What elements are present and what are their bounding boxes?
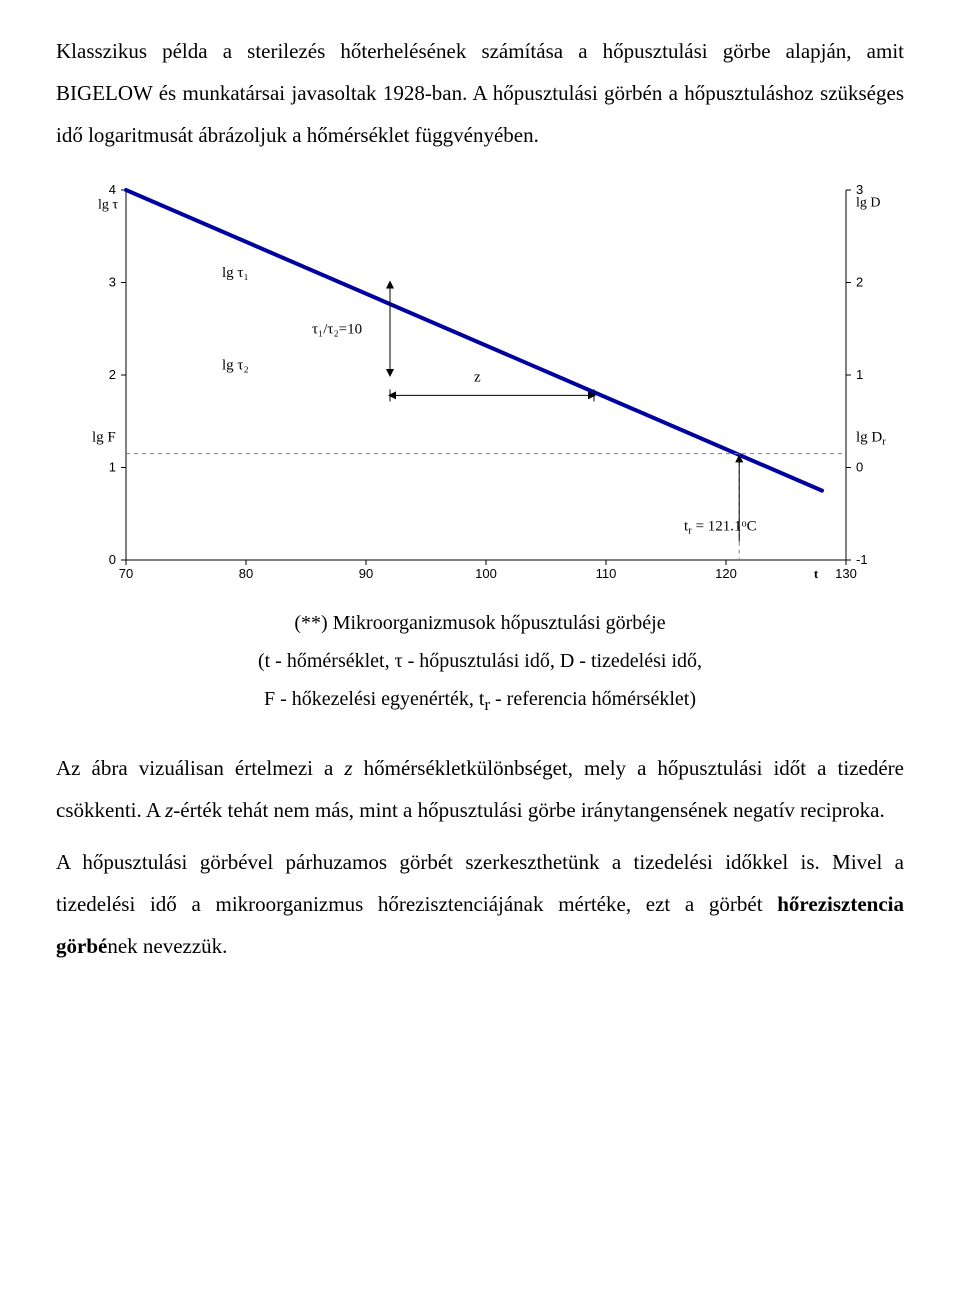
svg-text:0: 0 (856, 460, 863, 475)
p2e: -érték tehát nem más, mint a hőpusztulás… (173, 798, 884, 822)
p2a: Az ábra vizuálisan értelmezi a (56, 756, 344, 780)
svg-text:t: t (814, 566, 819, 580)
caption-line-3: F - hőkezelési egyenérték, tr - referenc… (56, 680, 904, 721)
svg-text:90: 90 (359, 566, 373, 580)
figure-caption: (**) Mikroorganizmusok hőpusztulási görb… (56, 604, 904, 721)
svg-text:z: z (474, 369, 481, 385)
svg-text:tr = 121.1oC: tr = 121.1oC (684, 518, 757, 536)
svg-text:1: 1 (109, 460, 116, 475)
svg-text:lg D: lg D (856, 196, 881, 211)
svg-text:0: 0 (109, 552, 116, 567)
svg-text:3: 3 (109, 275, 116, 290)
svg-text:120: 120 (715, 566, 737, 580)
svg-text:70: 70 (119, 566, 133, 580)
svg-text:lg Dr: lg Dr (856, 430, 886, 448)
caption-3b: - referencia hőmérséklet) (490, 688, 696, 710)
caption-3a: F - hőkezelési egyenérték, t (264, 688, 484, 710)
svg-text:130: 130 (835, 566, 857, 580)
svg-text:lg τ: lg τ (98, 198, 118, 213)
svg-text:110: 110 (596, 566, 617, 580)
svg-text:80: 80 (239, 566, 253, 580)
p3c: nek nevezzük. (107, 934, 227, 958)
paragraph-interpretation: Az ábra vizuálisan értelmezi a z hőmérsé… (56, 747, 904, 831)
page: Klasszikus példa a sterilezés hőterhelés… (0, 0, 960, 1312)
caption-line-2: (t - hőmérséklet, τ - hőpusztulási idő, … (56, 642, 904, 680)
caption-line-1: (**) Mikroorganizmusok hőpusztulási görb… (56, 604, 904, 642)
paragraph-intro: Klasszikus példa a sterilezés hőterhelés… (56, 30, 904, 156)
svg-text:-1: -1 (856, 552, 868, 567)
svg-text:lg τ₂: lg τ₂ (222, 357, 249, 373)
svg-text:τ₁/τ₂=10: τ₁/τ₂=10 (312, 321, 362, 337)
svg-text:lg τ₁: lg τ₁ (222, 265, 249, 281)
paragraph-resistance: A hőpusztulási görbével párhuzamos görbé… (56, 841, 904, 967)
svg-text:4: 4 (109, 182, 116, 197)
svg-text:2: 2 (109, 367, 116, 382)
svg-text:1: 1 (856, 367, 863, 382)
chart-container: 70809010011012013001234-10123lg τlg Dtlg… (56, 180, 904, 594)
p2b: z (344, 756, 352, 780)
svg-text:lg F: lg F (92, 430, 116, 446)
svg-text:2: 2 (856, 275, 863, 290)
thermal-death-chart: 70809010011012013001234-10123lg τlg Dtlg… (56, 180, 904, 580)
svg-text:100: 100 (475, 566, 497, 580)
